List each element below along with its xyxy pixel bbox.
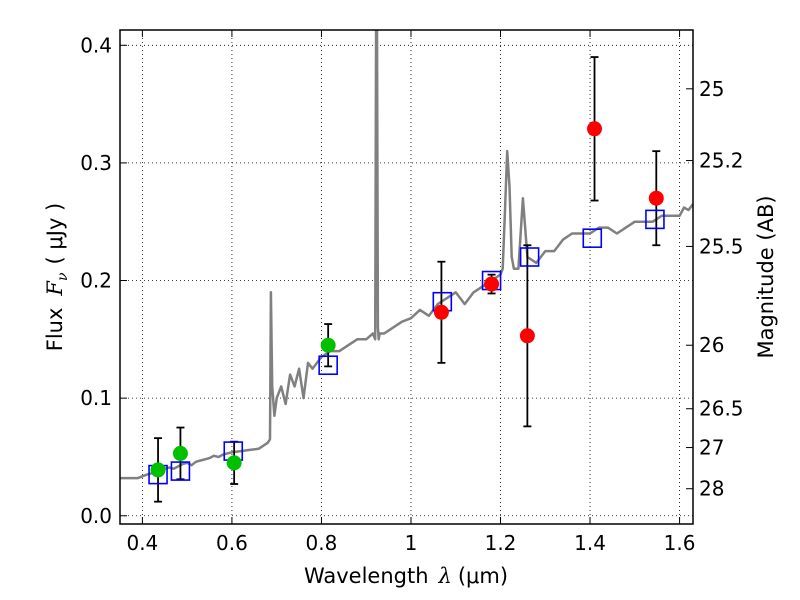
x-tick-label: 1.2: [485, 531, 517, 555]
model-square-point: [645, 209, 665, 230]
data-point: [433, 304, 449, 320]
spectrum-line: [120, 30, 693, 480]
y-axis-label: Flux Fν ( μJy ): [43, 203, 71, 351]
model-square-point: [170, 461, 191, 481]
y2-tick-label: 25.5: [699, 234, 744, 258]
y-axis-label-unit: ( μJy ): [43, 203, 67, 265]
y2-axis-label: Magnitude (AB): [754, 195, 778, 358]
model-square-point: [519, 247, 540, 267]
y-tick-label: 0.0: [80, 504, 112, 528]
x-axis-label-unit: (μm): [458, 564, 508, 588]
x-axis-label: Wavelength λ (μm): [304, 564, 508, 588]
y-axis-label-symbol: F: [43, 280, 67, 297]
y2-tick-label: 26: [699, 333, 724, 357]
x-tick-label: 0.8: [306, 531, 338, 555]
data-point: [587, 121, 603, 137]
y2-axis-label-text: Magnitude (AB): [754, 195, 778, 358]
data-point: [150, 462, 166, 478]
x-axis-label-text: Wavelength: [304, 564, 429, 588]
y2-tick-label: 27: [699, 436, 724, 460]
plot-frame: [119, 29, 694, 525]
y2-tick-label: 25: [699, 77, 724, 101]
y2-tick-label: 25.2: [699, 149, 744, 173]
data-point: [648, 190, 664, 206]
y-tick-label: 0.1: [80, 386, 112, 410]
x-tick-label: 1.6: [664, 531, 696, 555]
errorbar-layer: [154, 56, 661, 503]
spectrum-layer: [120, 30, 693, 480]
model-square-point: [582, 228, 603, 248]
y-axis-label-text: Flux: [43, 308, 67, 352]
x-axis-label-symbol: λ: [438, 564, 452, 588]
y-tick-label: 0.3: [80, 151, 112, 175]
y2-tick-label: 28: [699, 477, 724, 501]
y-axis-label-subscript: ν: [55, 272, 71, 281]
data-point: [519, 328, 535, 344]
data-point: [226, 455, 242, 471]
data-point: [172, 445, 188, 461]
x-tick-label: 0.4: [126, 531, 158, 555]
data-point: [484, 276, 500, 292]
marker-layer: [148, 121, 665, 485]
y-tick-label: 0.2: [80, 269, 112, 293]
x-tick-label: 0.6: [216, 531, 248, 555]
y-tick-label: 0.4: [80, 33, 112, 57]
tick-layer: 0.4 0.6 0.8 1 1.2 1.4 1.6 0.0 0.1 0.2 0.3 0.4 25 25.2…: [80, 30, 744, 555]
grid: [120, 30, 693, 524]
x-tick-label: 1: [405, 531, 418, 555]
x-tick-label: 1.4: [574, 531, 606, 555]
data-point: [320, 337, 336, 353]
y2-tick-label: 26.5: [699, 397, 744, 421]
model-square-point: [318, 355, 338, 376]
svg-text:FluxFν( μJy ): Flux Fν ( μJy ): [43, 203, 71, 351]
